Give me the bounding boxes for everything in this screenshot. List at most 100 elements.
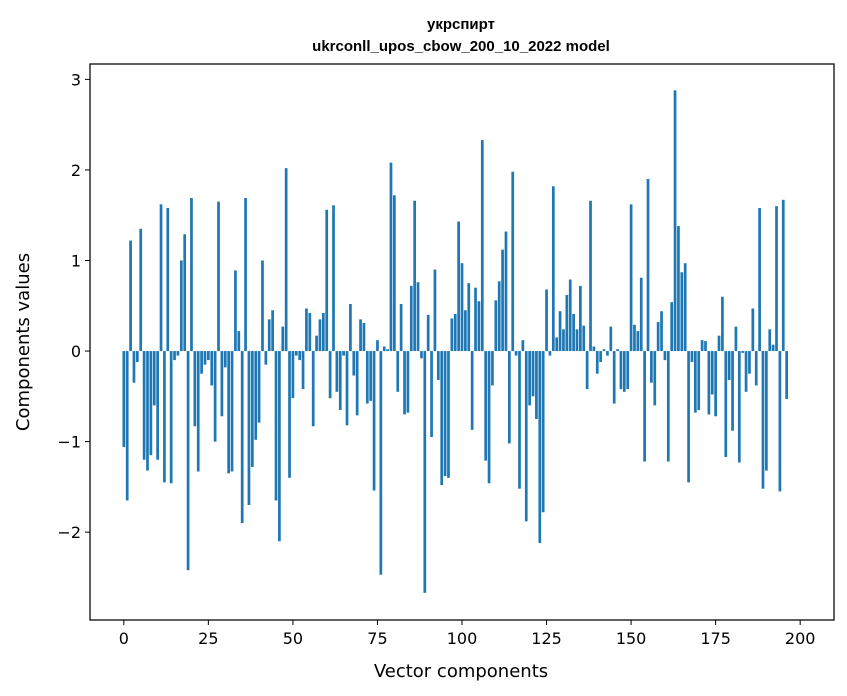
bar bbox=[541, 351, 545, 513]
bar bbox=[257, 351, 261, 423]
bar bbox=[653, 351, 657, 406]
bar bbox=[771, 344, 775, 352]
bar bbox=[768, 329, 772, 352]
bar bbox=[687, 351, 690, 483]
bar bbox=[480, 140, 484, 352]
bar bbox=[693, 351, 697, 413]
bar bbox=[748, 351, 751, 374]
bar bbox=[670, 302, 674, 352]
bar bbox=[278, 351, 281, 542]
bar bbox=[433, 269, 437, 352]
bar bbox=[325, 209, 329, 352]
bar bbox=[301, 351, 305, 390]
bar-series bbox=[122, 90, 789, 593]
bar bbox=[781, 199, 785, 352]
bar bbox=[595, 351, 599, 374]
bar bbox=[139, 228, 143, 352]
bar bbox=[511, 171, 515, 352]
bar bbox=[575, 329, 579, 352]
bar bbox=[129, 240, 132, 352]
bar bbox=[754, 351, 758, 386]
x-axis: 0 25 50 75 100 125 150 175 200 bbox=[119, 620, 816, 648]
bar bbox=[176, 351, 180, 356]
bar bbox=[535, 351, 538, 419]
x-tick-label: 200 bbox=[785, 629, 816, 648]
bar bbox=[650, 351, 653, 383]
bar bbox=[349, 303, 352, 352]
bar bbox=[663, 351, 667, 361]
chart-subtitle: ukrconll_upos_cbow_200_10_2022 model bbox=[312, 38, 610, 55]
bar bbox=[562, 329, 565, 352]
bar bbox=[724, 351, 728, 458]
bar bbox=[501, 249, 504, 352]
bar bbox=[413, 200, 417, 352]
bar bbox=[365, 351, 369, 404]
x-tick-label: 175 bbox=[700, 629, 731, 648]
bar bbox=[619, 351, 623, 390]
bar bbox=[785, 351, 789, 400]
bar bbox=[288, 351, 291, 478]
bar bbox=[217, 201, 220, 352]
bar bbox=[484, 351, 488, 461]
bar bbox=[565, 294, 569, 352]
bar bbox=[254, 351, 258, 440]
bar bbox=[514, 351, 518, 356]
bar bbox=[305, 308, 308, 352]
bar bbox=[430, 351, 433, 438]
bar bbox=[342, 351, 345, 356]
bar bbox=[636, 331, 640, 352]
bar bbox=[163, 351, 166, 483]
bar bbox=[464, 310, 467, 352]
x-tick-label: 150 bbox=[616, 629, 647, 648]
bar bbox=[450, 318, 454, 352]
bar bbox=[721, 296, 724, 352]
bar bbox=[457, 221, 460, 352]
bar bbox=[704, 341, 707, 352]
bar bbox=[518, 351, 521, 489]
bar bbox=[467, 283, 471, 352]
bar bbox=[345, 351, 349, 426]
bar bbox=[494, 300, 498, 352]
bar bbox=[558, 311, 562, 352]
bar bbox=[409, 285, 413, 352]
bar bbox=[382, 346, 386, 352]
bar bbox=[399, 303, 403, 352]
bar bbox=[227, 351, 231, 474]
y-tick-label: 0 bbox=[71, 342, 81, 361]
bar bbox=[528, 351, 531, 406]
bar bbox=[751, 308, 755, 352]
bar bbox=[626, 351, 630, 390]
bar bbox=[291, 351, 295, 399]
bar bbox=[321, 313, 325, 352]
bar bbox=[183, 234, 187, 352]
bar bbox=[234, 270, 237, 352]
bar bbox=[643, 351, 646, 462]
bar bbox=[338, 351, 342, 410]
bar bbox=[196, 351, 200, 472]
bar bbox=[420, 351, 423, 359]
x-tick-label: 100 bbox=[447, 629, 478, 648]
bar bbox=[328, 351, 332, 399]
bar bbox=[426, 314, 430, 352]
bar bbox=[447, 351, 450, 478]
bar bbox=[372, 351, 376, 491]
bar bbox=[633, 324, 636, 352]
bar bbox=[660, 311, 663, 352]
bar bbox=[298, 351, 302, 361]
y-tick-label: 2 bbox=[71, 161, 81, 180]
bar bbox=[690, 351, 694, 362]
bar bbox=[741, 351, 745, 353]
bar bbox=[737, 351, 741, 463]
bar bbox=[186, 351, 190, 571]
bar bbox=[166, 207, 170, 352]
bar bbox=[714, 351, 717, 417]
bar bbox=[389, 162, 393, 352]
bar bbox=[521, 340, 525, 352]
bar bbox=[568, 279, 572, 352]
bar bbox=[271, 310, 274, 352]
bar bbox=[622, 351, 626, 392]
bar bbox=[359, 319, 362, 352]
y-axis: −2 −1 0 1 2 3 bbox=[57, 70, 90, 542]
bar bbox=[190, 198, 193, 352]
